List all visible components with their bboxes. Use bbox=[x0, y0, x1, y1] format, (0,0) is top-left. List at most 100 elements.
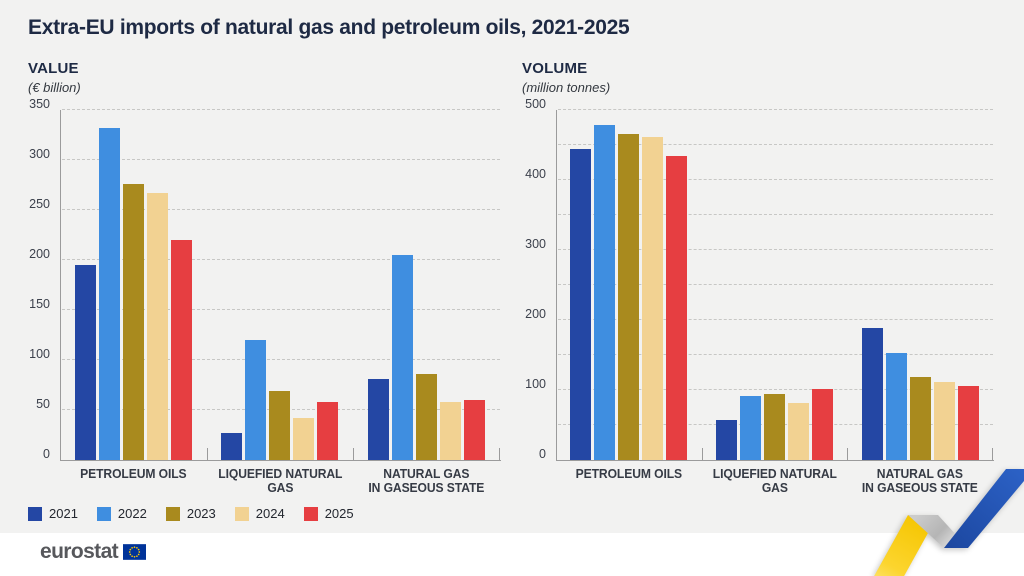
legend-label-2023: 2023 bbox=[186, 506, 216, 521]
bar-2023-liquefied-natural-gas bbox=[763, 393, 785, 460]
x-axis-tick bbox=[992, 448, 993, 460]
gridline-300 bbox=[62, 159, 500, 160]
bar-2025-liquefied-natural-gas bbox=[811, 389, 833, 460]
y-tick-label-500: 500 bbox=[525, 97, 546, 111]
y-axis-line bbox=[60, 110, 61, 460]
x-axis-line bbox=[556, 460, 994, 461]
bar-2022-petroleum-oils bbox=[98, 128, 120, 460]
value-chart-title: VALUE bbox=[28, 60, 79, 77]
gridline-350 bbox=[62, 109, 500, 110]
y-tick-label-400: 400 bbox=[525, 167, 546, 181]
legend-swatch-2022 bbox=[96, 506, 111, 521]
bar-2021-petroleum-oils bbox=[570, 148, 592, 460]
bar-2023-liquefied-natural-gas bbox=[269, 391, 291, 460]
legend-item-2022: 2022 bbox=[96, 506, 147, 521]
bar-2023-petroleum-oils bbox=[618, 133, 640, 460]
legend-swatch-2024 bbox=[234, 506, 249, 521]
y-tick-label-100: 100 bbox=[525, 377, 546, 391]
bar-2024-petroleum-oils bbox=[642, 136, 664, 460]
gridline-150 bbox=[558, 354, 993, 355]
legend-label-2021: 2021 bbox=[49, 506, 78, 521]
gridline-500 bbox=[558, 109, 993, 110]
y-tick-label-0: 0 bbox=[539, 447, 546, 461]
category-label-liquefied-natural-gas: LIQUEFIED NATURAL GAS bbox=[217, 467, 343, 495]
category-label-natural-gas-in-gaseous-state: NATURAL GAS IN GASEOUS STATE bbox=[862, 467, 979, 495]
bar-2021-liquefied-natural-gas bbox=[715, 420, 737, 460]
bar-2023-natural-gas-in-gaseous-state bbox=[909, 377, 931, 460]
page-title: Extra-EU imports of natural gas and petr… bbox=[28, 16, 630, 39]
y-tick-label-0: 0 bbox=[43, 447, 50, 461]
legend-swatch-2021 bbox=[28, 506, 42, 521]
bar-2021-liquefied-natural-gas bbox=[221, 433, 243, 460]
gridline-450 bbox=[558, 144, 993, 145]
gridline-100 bbox=[558, 389, 993, 390]
bar-2025-petroleum-oils bbox=[666, 155, 688, 460]
y-tick-label-150: 150 bbox=[29, 297, 50, 311]
x-axis-line bbox=[60, 460, 501, 461]
legend-label-2025: 2025 bbox=[324, 506, 354, 521]
category-label-liquefied-natural-gas: LIQUEFIED NATURAL GAS bbox=[712, 467, 837, 495]
x-axis-tick bbox=[499, 448, 500, 460]
y-tick-label-300: 300 bbox=[525, 237, 546, 251]
bar-2023-petroleum-oils bbox=[122, 184, 144, 460]
bar-group-petroleum-oils bbox=[556, 110, 702, 460]
bar-2024-liquefied-natural-gas bbox=[293, 418, 315, 460]
gridline-200 bbox=[558, 319, 993, 320]
eurostat-logo-text: eurostat bbox=[40, 540, 119, 563]
gridline-200 bbox=[62, 259, 500, 260]
eurostat-logo: eurostat bbox=[40, 540, 147, 564]
bar-2022-liquefied-natural-gas bbox=[739, 396, 761, 460]
volume-chart-plot: 0 100 200 300 400 500 PETROLEUM OILS LIQUEFIED … bbox=[525, 97, 994, 495]
y-tick-label-50: 50 bbox=[36, 397, 50, 411]
x-axis-tick bbox=[206, 448, 208, 460]
category-label-natural-gas-in-gaseous-state: NATURAL GAS IN GASEOUS STATE bbox=[368, 467, 485, 495]
value-chart-unit: (€ billion) bbox=[28, 80, 81, 95]
x-axis-tick bbox=[701, 448, 703, 460]
gridline-300 bbox=[558, 249, 993, 250]
bar-group-liquefied-natural-gas bbox=[207, 110, 354, 460]
bar-group-natural-gas-in-gaseous-state bbox=[847, 110, 993, 460]
y-tick-label-350: 350 bbox=[29, 97, 50, 111]
ribbon-yellow-band bbox=[874, 515, 938, 576]
bar-2024-petroleum-oils bbox=[146, 193, 168, 460]
bar-group-natural-gas-in-gaseous-state bbox=[353, 110, 500, 460]
bar-2024-liquefied-natural-gas bbox=[787, 403, 809, 460]
bar-2021-natural-gas-in-gaseous-state bbox=[368, 379, 390, 460]
gridline-100 bbox=[62, 359, 500, 360]
bar-2024-natural-gas-in-gaseous-state bbox=[440, 402, 462, 460]
gridline-250 bbox=[558, 284, 993, 285]
bar-2022-liquefied-natural-gas bbox=[245, 340, 267, 460]
value-chart-plot: 0 50 100 150 200 250 300 350 PETROLEUM OILS LIQUE… bbox=[29, 97, 501, 495]
legend-item-2024: 2024 bbox=[234, 506, 285, 521]
volume-chart-header: VOLUME (million tonnes) bbox=[522, 60, 610, 95]
legend-label-2024: 2024 bbox=[255, 506, 285, 521]
legend-item-2025: 2025 bbox=[303, 506, 354, 521]
bar-2022-natural-gas-in-gaseous-state bbox=[885, 352, 907, 460]
footer-bar: eurostat bbox=[0, 533, 1024, 576]
bar-2022-petroleum-oils bbox=[594, 124, 616, 460]
legend-swatch-2025 bbox=[303, 506, 318, 521]
legend-swatch-2023 bbox=[165, 506, 180, 521]
value-chart-header: VALUE (€ billion) bbox=[28, 60, 81, 95]
gridline-150 bbox=[62, 309, 500, 310]
bar-2022-natural-gas-in-gaseous-state bbox=[392, 255, 414, 460]
bar-2023-natural-gas-in-gaseous-state bbox=[416, 374, 438, 460]
legend-label-2022: 2022 bbox=[117, 506, 147, 521]
gridline-400 bbox=[558, 179, 993, 180]
bar-2021-petroleum-oils bbox=[74, 265, 96, 460]
legend-item-2023: 2023 bbox=[165, 506, 216, 521]
gridline-250 bbox=[62, 209, 500, 210]
bar-2025-natural-gas-in-gaseous-state bbox=[957, 385, 979, 460]
volume-chart-title: VOLUME bbox=[522, 60, 588, 77]
y-tick-label-100: 100 bbox=[29, 347, 50, 361]
bar-2021-natural-gas-in-gaseous-state bbox=[861, 328, 883, 460]
y-tick-label-200: 200 bbox=[525, 307, 546, 321]
eurostat-ribbon-decoration bbox=[874, 469, 1024, 576]
eu-flag-icon bbox=[123, 544, 147, 560]
bar-2025-petroleum-oils bbox=[170, 240, 192, 460]
y-tick-label-250: 250 bbox=[29, 197, 50, 211]
volume-chart-unit: (million tonnes) bbox=[522, 80, 611, 95]
x-axis-tick bbox=[847, 448, 849, 460]
bar-2025-liquefied-natural-gas bbox=[317, 402, 339, 460]
y-tick-label-300: 300 bbox=[29, 147, 50, 161]
